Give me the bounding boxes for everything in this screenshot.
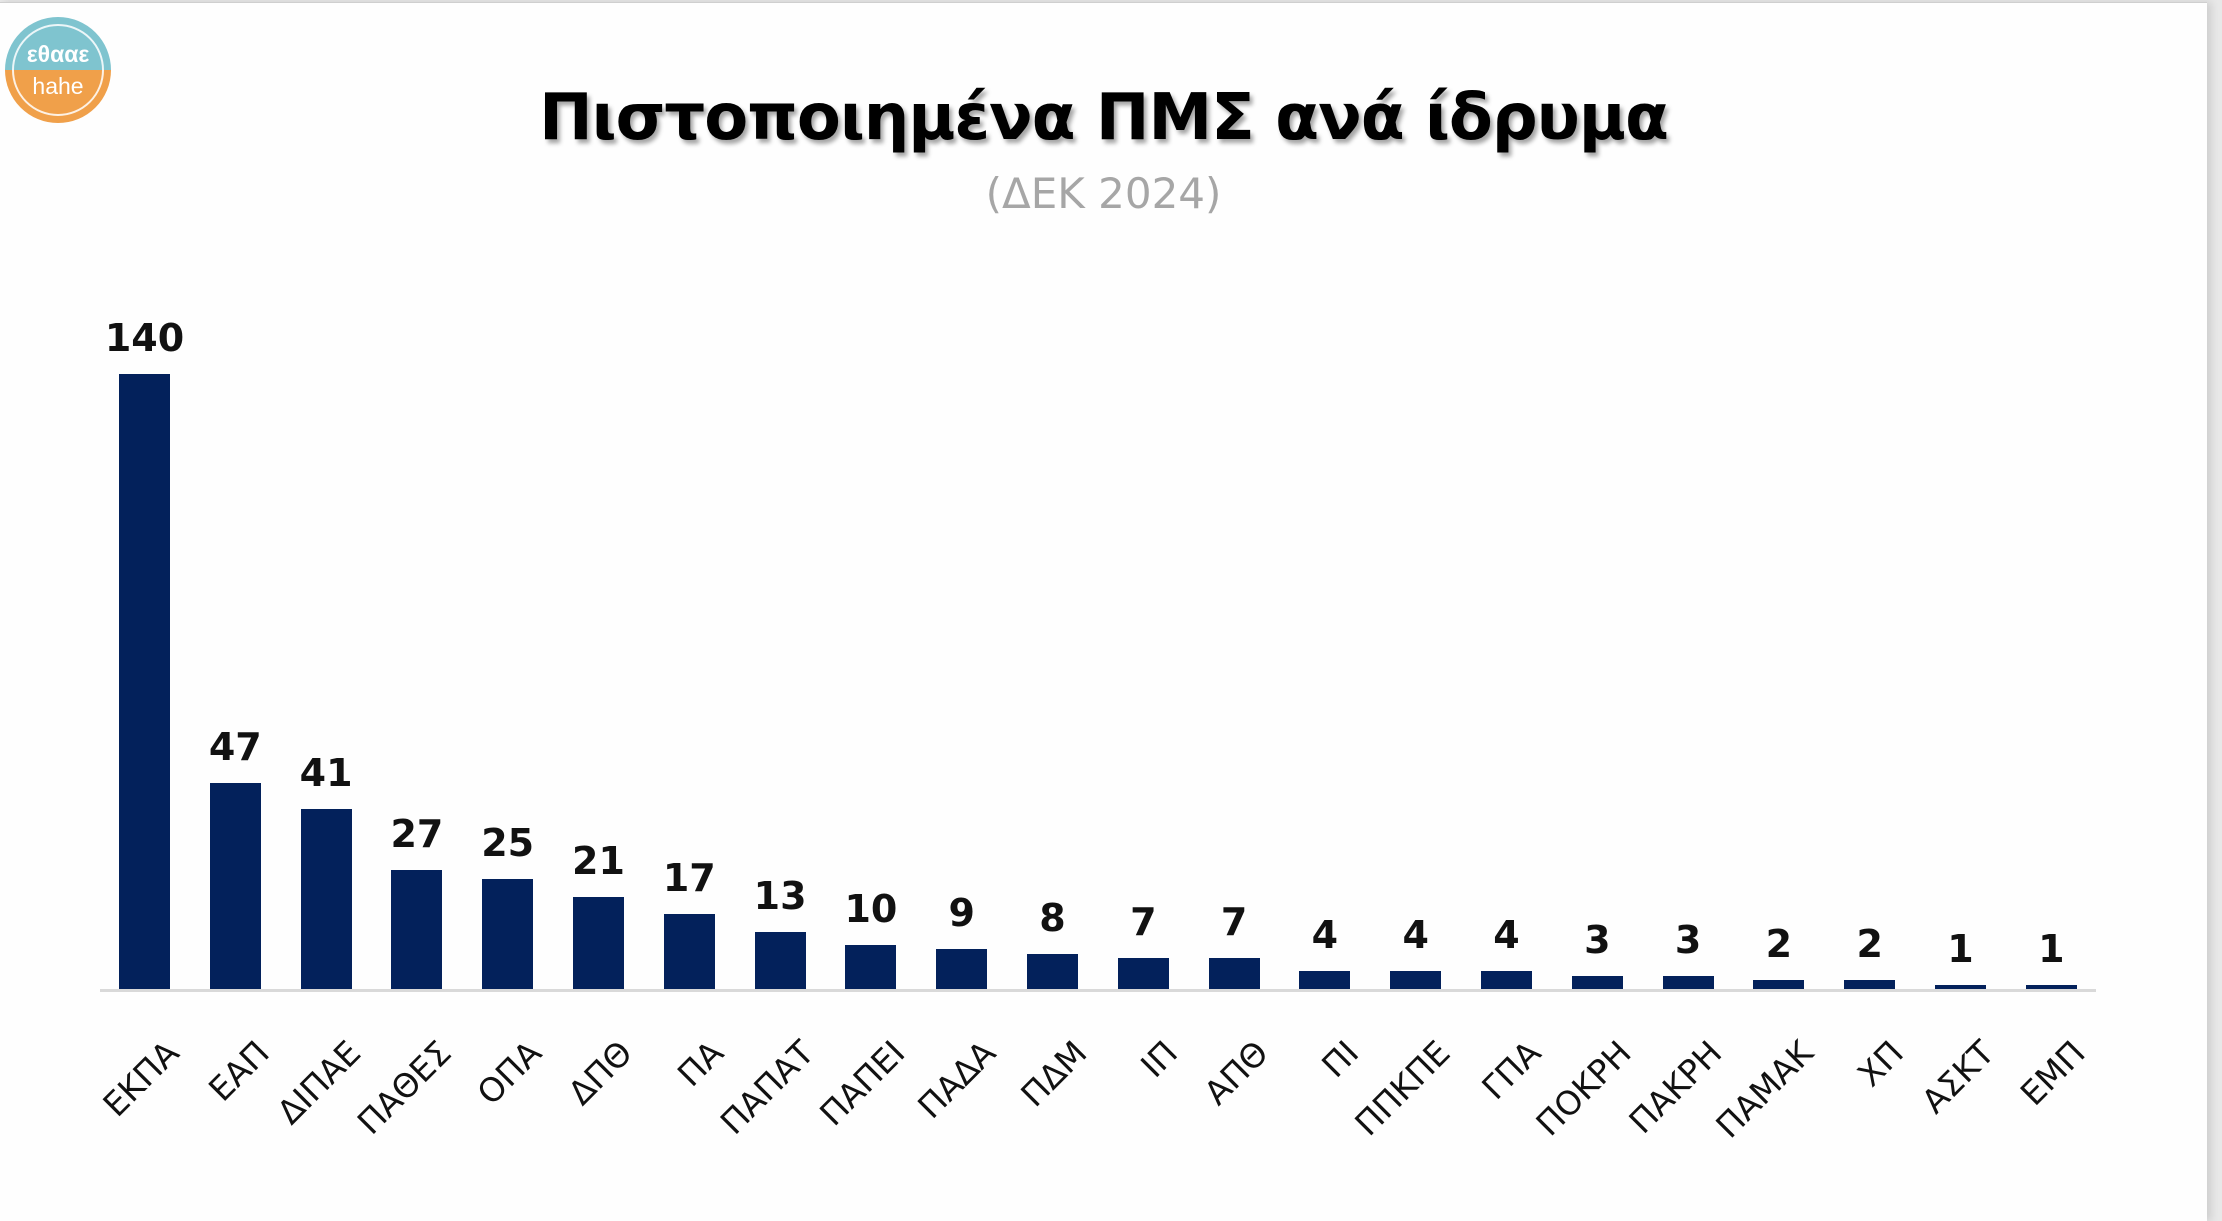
- bar: [1027, 953, 1078, 989]
- category-label: ΠΑΘΕΣ: [349, 1033, 459, 1142]
- category-label: ΓΠΑ: [1473, 1033, 1549, 1108]
- bar-value-label: 27: [390, 812, 444, 857]
- category-label: ΠΑΚΡΗ: [1621, 1033, 1730, 1142]
- chart-title: Πιστοποιημένα ΠΜΣ ανά ίδρυμα: [539, 81, 1669, 155]
- bar: [754, 931, 806, 989]
- bar-value-label: 10: [844, 887, 898, 932]
- bar-value-label: 25: [481, 821, 535, 866]
- category-label: ΔΠΘ: [560, 1033, 641, 1113]
- bar: [1299, 971, 1351, 989]
- bar: [1481, 971, 1532, 989]
- bar-value-label: 47: [208, 724, 262, 769]
- bar-value-label: 4: [1493, 913, 1520, 958]
- category-label: ΠΑΜΑΚ: [1707, 1033, 1821, 1146]
- bar-value-label: 8: [1039, 895, 1066, 940]
- bar: [391, 870, 443, 989]
- category-label: ΠΑΠΕΙ: [812, 1033, 913, 1134]
- bar-value-label: 9: [948, 891, 975, 936]
- bar-value-label: 4: [1311, 913, 1339, 958]
- bar: [1844, 980, 1896, 989]
- bar: [1571, 975, 1623, 989]
- bar-value-label: 3: [1674, 917, 1702, 962]
- bar-value-label: 17: [662, 856, 716, 901]
- category-label: ΑΣΚΤ: [1914, 1033, 2003, 1121]
- category-label: ΠΙ: [1314, 1033, 1367, 1086]
- category-label: ΧΠ: [1850, 1033, 1912, 1095]
- category-label: ΙΠ: [1132, 1033, 1185, 1086]
- bar: [1753, 980, 1805, 989]
- bar: [1662, 975, 1714, 989]
- category-label: ΠΔΜ: [1012, 1033, 1095, 1115]
- chart-subtitle: (ΔΕΚ 2024): [985, 169, 1222, 218]
- category-label: ΠΑΔΑ: [910, 1033, 1004, 1127]
- bar: [209, 782, 261, 989]
- bar-value-label: 7: [1130, 900, 1157, 945]
- bar: [2025, 984, 2077, 989]
- bar-value-label: 3: [1584, 917, 1611, 962]
- bar: [1208, 958, 1260, 989]
- category-label: ΕΜΠ: [2012, 1033, 2093, 1114]
- bar: [119, 374, 170, 989]
- bar: [936, 949, 988, 989]
- bar-value-label: 2: [1765, 922, 1793, 967]
- bar-value-label: 13: [753, 873, 807, 918]
- bar-value-label: 41: [299, 750, 353, 795]
- bar-value-label: 1: [1947, 926, 1974, 971]
- logo-text-latin: hahe: [32, 73, 84, 99]
- bar-value-label: 21: [572, 838, 625, 883]
- bar: [663, 914, 715, 989]
- category-label: ΠΑ: [669, 1033, 731, 1095]
- category-label: ΠΠΚΠΕ: [1347, 1033, 1458, 1144]
- bar: [1935, 984, 1986, 989]
- bar: [573, 896, 624, 989]
- bar: [845, 945, 897, 989]
- hahe-logo: εθααε hahe: [5, 17, 111, 123]
- bar: [482, 879, 534, 989]
- bar: [1117, 958, 1169, 989]
- category-label: ΕΑΠ: [201, 1033, 277, 1109]
- bar-value-label: 7: [1220, 900, 1248, 945]
- bar-value-label: 2: [1856, 922, 1883, 967]
- category-label: ΟΠΑ: [469, 1033, 550, 1113]
- category-label: ΠΑΠΑΤ: [712, 1033, 822, 1142]
- logo-text-greek: εθααε: [26, 41, 90, 67]
- category-label: ΕΚΠΑ: [94, 1033, 187, 1125]
- x-axis-line: [100, 989, 2096, 992]
- bar-value-label: 1: [2038, 926, 2065, 971]
- category-label: ΑΠΘ: [1196, 1033, 1276, 1113]
- bar-value-label: 140: [104, 316, 185, 360]
- bar: [300, 808, 352, 989]
- bar: [1390, 971, 1442, 989]
- logo-ring: [12, 24, 104, 116]
- category-label: ΠΟΚΡΗ: [1528, 1033, 1639, 1144]
- bar-value-label: 4: [1402, 913, 1429, 958]
